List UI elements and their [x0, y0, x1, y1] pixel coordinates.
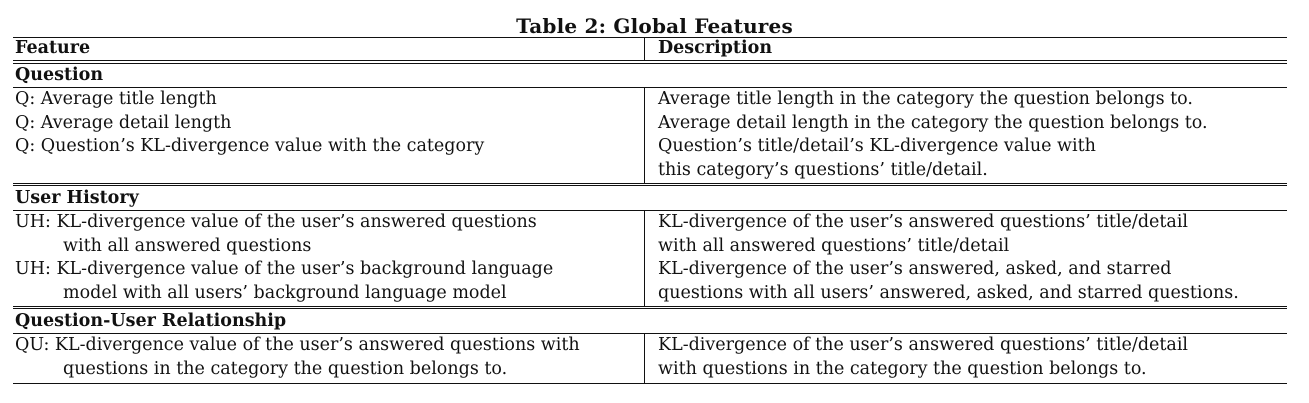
table-row-feature: UH: KL-divergence value of the user’s an…: [15, 212, 554, 303]
column-divider: [644, 210, 645, 306]
section-divider-double: [13, 308, 1287, 309]
column-divider: [644, 333, 645, 383]
section-divider: [13, 182, 1287, 184]
header-rule-double: [13, 62, 1287, 64]
column-divider: [644, 37, 645, 60]
section-divider-double: [13, 185, 1287, 186]
header-feature: Feature: [15, 38, 91, 58]
column-divider: [644, 87, 645, 183]
table-row-feature: QU: KL-divergence value of the user’s an…: [15, 335, 580, 379]
section-rule: [13, 210, 1287, 211]
table-bottom-rule: [13, 383, 1287, 384]
table-row-feature: Q: Average title length Q: Average detai…: [15, 89, 485, 156]
table-top-rule: [13, 37, 1287, 38]
table-caption: Table 2: Global Features: [516, 14, 793, 38]
table-row-description: KL-divergence of the user’s answered que…: [658, 335, 1189, 379]
section-title-question: Question: [15, 65, 104, 85]
section-title-user-history: User History: [15, 188, 139, 208]
header-description: Description: [658, 38, 773, 58]
section-divider: [13, 305, 1287, 307]
section-rule: [13, 333, 1287, 334]
section-rule: [13, 87, 1287, 88]
table-row-description: Average title length in the category the…: [658, 89, 1208, 180]
table-row-description: KL-divergence of the user’s answered que…: [658, 212, 1239, 303]
section-title-question-user: Question-User Relationship: [15, 311, 287, 331]
header-rule: [13, 60, 1287, 61]
